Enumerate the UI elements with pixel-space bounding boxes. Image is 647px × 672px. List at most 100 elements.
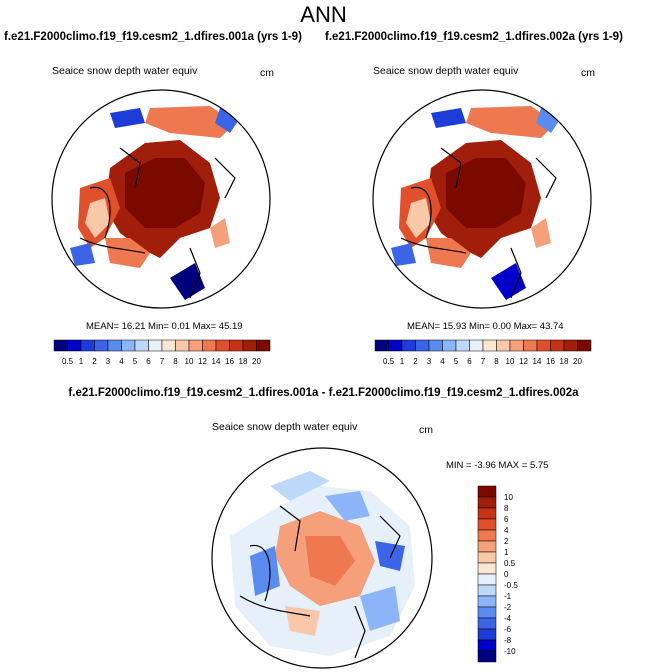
colorbar-tick-label: 3 xyxy=(106,357,111,366)
colorbar-swatch xyxy=(477,650,497,663)
panel1-polar-map xyxy=(51,89,271,309)
colorbar-swatch xyxy=(469,339,484,352)
colorbar-tick-label: 4 xyxy=(440,357,445,366)
colorbar-tick-label: 7 xyxy=(160,357,165,366)
colorbar-tick-label: 16 xyxy=(225,357,234,366)
colorbar-tick-label: 14 xyxy=(533,357,542,366)
figure-title: ANN xyxy=(300,2,347,27)
colorbar-swatch xyxy=(509,339,524,352)
colorbar-swatch xyxy=(401,339,416,352)
colorbar-swatch xyxy=(175,339,190,352)
colorbar-tick-label: 0.5 xyxy=(504,559,516,568)
colorbar-swatch xyxy=(161,339,176,352)
colorbar-swatch xyxy=(477,584,497,597)
colorbar-swatch xyxy=(477,518,497,531)
diff-variable-label: Seaice snow depth water equiv xyxy=(212,421,358,433)
colorbar-tick-label: 18 xyxy=(560,357,569,366)
colorbar-swatch xyxy=(188,339,203,352)
colorbar-swatch xyxy=(428,339,443,352)
colorbar-tick-label: 7 xyxy=(481,357,486,366)
colorbar-tick-label: 5 xyxy=(133,357,138,366)
colorbar-swatch xyxy=(215,339,230,352)
colorbar-swatch xyxy=(577,339,592,352)
colorbar-tick-label: 4 xyxy=(119,357,124,366)
colorbar-tick-label: 5 xyxy=(454,357,459,366)
diff-polar-map xyxy=(211,447,433,669)
colorbar-tick-label: 2 xyxy=(413,357,418,366)
panel2-colorbar: 0.5 1 2 3 4 5 6 7 8 10 12 14 16 18 20 xyxy=(374,339,592,366)
colorbar-swatch xyxy=(477,496,497,509)
colorbar-tick-label: 16 xyxy=(546,357,555,366)
colorbar-tick-label: -0.5 xyxy=(504,581,518,590)
colorbar-tick-label: 0.5 xyxy=(62,357,74,366)
colorbar-swatch xyxy=(477,573,497,586)
colorbar-swatch xyxy=(477,529,497,542)
colorbar-tick-label: 8 xyxy=(173,357,178,366)
panel2-units-label: cm xyxy=(581,67,595,79)
colorbar-swatch xyxy=(415,339,430,352)
colorbar-tick-label: 1 xyxy=(504,548,509,557)
colorbar-tick-label: 1 xyxy=(79,357,84,366)
colorbar-tick-label: 12 xyxy=(519,357,528,366)
colorbar-swatch xyxy=(388,339,403,352)
colorbar-tick-label: -8 xyxy=(504,636,512,645)
colorbar-tick-label: 8 xyxy=(504,504,509,513)
panel1-stats: MEAN= 16.21 Min= 0.01 Max= 45.19 xyxy=(86,321,243,332)
colorbar-swatch xyxy=(121,339,136,352)
colorbar-tick-label: 0.5 xyxy=(383,357,395,366)
colorbar-swatch xyxy=(477,617,497,630)
colorbar-swatch xyxy=(550,339,565,352)
colorbar-tick-label: 1 xyxy=(400,357,405,366)
colorbar-swatch xyxy=(256,339,271,352)
colorbar-tick-label: 6 xyxy=(504,515,509,524)
panel2-variable-label: Seaice snow depth water equiv xyxy=(373,65,519,77)
colorbar-swatch xyxy=(477,595,497,608)
diff-case-label: f.e21.F2000climo.f19_f19.cesm2_1.dfires.… xyxy=(68,387,579,399)
colorbar-swatch xyxy=(134,339,149,352)
panel1-variable-label: Seaice snow depth water equiv xyxy=(52,65,198,77)
colorbar-tick-label: 10 xyxy=(504,493,513,502)
colorbar-swatch xyxy=(442,339,457,352)
colorbar-swatch xyxy=(67,339,82,352)
colorbar-tick-label: 14 xyxy=(212,357,221,366)
colorbar-swatch xyxy=(455,339,470,352)
colorbar-swatch xyxy=(242,339,257,352)
colorbar-tick-label: 4 xyxy=(504,526,509,535)
colorbar-tick-label: -2 xyxy=(504,603,512,612)
colorbar-tick-label: 2 xyxy=(504,537,509,546)
colorbar-tick-label: -10 xyxy=(504,647,516,656)
panel2-case-label: f.e21.F2000climo.f19_f19.cesm2_1.dfires.… xyxy=(325,31,623,43)
panel1-units-label: cm xyxy=(260,67,274,79)
colorbar-swatch xyxy=(80,339,95,352)
colorbar-swatch xyxy=(94,339,109,352)
colorbar-swatch xyxy=(202,339,217,352)
colorbar-swatch xyxy=(53,339,68,352)
colorbar-tick-label: 10 xyxy=(506,357,515,366)
panel1-colorbar: 0.5 1 2 3 4 5 6 7 8 10 12 14 16 18 20 xyxy=(53,339,271,366)
colorbar-tick-label: 10 xyxy=(185,357,194,366)
colorbar-swatch xyxy=(536,339,551,352)
colorbar-tick-label: -1 xyxy=(504,592,512,601)
colorbar-swatch xyxy=(107,339,122,352)
diff-units-label: cm xyxy=(419,424,433,436)
colorbar-swatch xyxy=(229,339,244,352)
colorbar-swatch xyxy=(477,507,497,520)
diff-stats: MIN = -3.96 MAX = 5.75 xyxy=(446,460,549,471)
colorbar-tick-label: 2 xyxy=(92,357,97,366)
colorbar-swatch xyxy=(374,339,389,352)
colorbar-swatch xyxy=(477,606,497,619)
colorbar-swatch xyxy=(477,639,497,652)
colorbar-swatch xyxy=(477,551,497,564)
colorbar-swatch xyxy=(477,485,497,498)
colorbar-swatch xyxy=(148,339,163,352)
colorbar-swatch xyxy=(496,339,511,352)
colorbar-tick-label: 6 xyxy=(146,357,151,366)
panel2-stats: MEAN= 15.93 Min= 0.00 Max= 43.74 xyxy=(407,321,564,332)
colorbar-tick-label: 20 xyxy=(573,357,582,366)
colorbar-swatch xyxy=(482,339,497,352)
colorbar-swatch xyxy=(477,540,497,553)
panel2-polar-map xyxy=(372,89,592,309)
colorbar-tick-label: 20 xyxy=(252,357,261,366)
diff-colorbar: 10 8 6 4 2 1 0.5 0 -0.5 -1 -2 -4 -6 -8 -10 xyxy=(477,485,518,663)
colorbar-tick-label: 0 xyxy=(504,570,509,579)
